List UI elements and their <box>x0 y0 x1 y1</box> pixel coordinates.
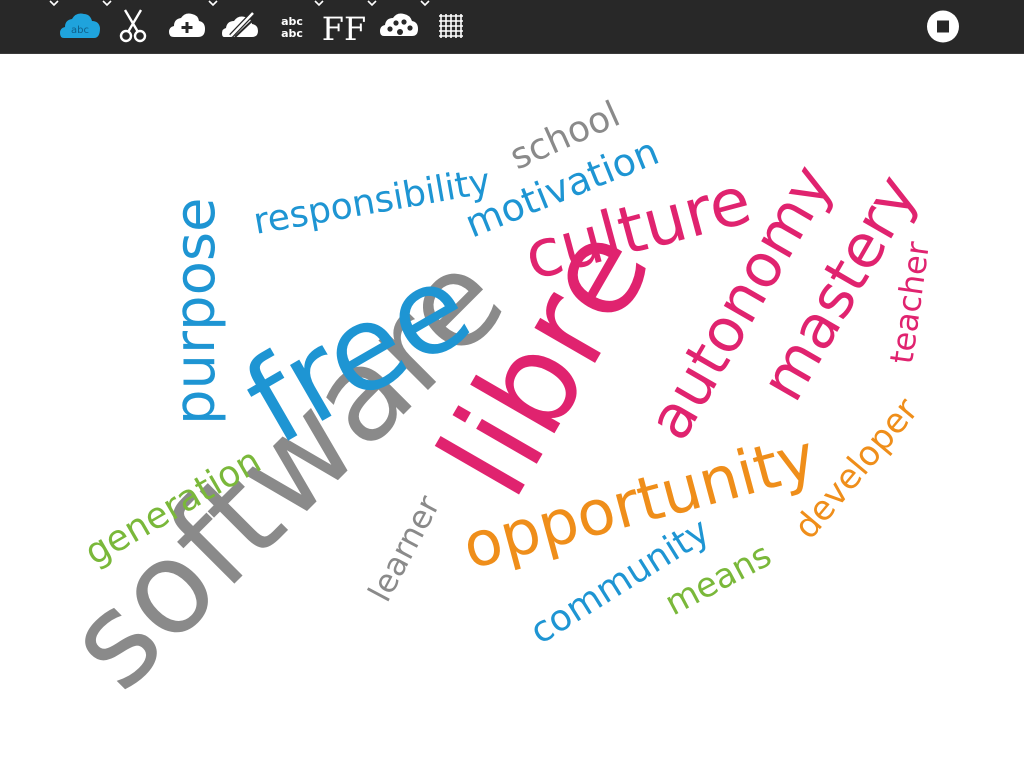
font-family-icon-label: FF <box>322 10 366 48</box>
color-palette-button[interactable] <box>367 0 424 53</box>
paint-tool-button[interactable] <box>208 0 265 53</box>
font-family-button[interactable]: FF <box>314 0 371 53</box>
chevron-down-icon <box>420 0 430 7</box>
wordcloud-icon-label: abc <box>71 25 89 36</box>
stop-icon <box>927 10 959 43</box>
font-size-icon: abc abc <box>281 15 303 40</box>
font-size-icon-line1: abc <box>281 15 303 28</box>
wordcloud-cloud-icon: abc <box>60 13 100 38</box>
grid-layout-icon <box>439 14 463 38</box>
chevron-down-icon <box>208 0 218 7</box>
cloud-word-responsibility: responsibility <box>250 161 493 243</box>
font-size-button[interactable]: abc abc <box>266 0 318 53</box>
chevron-down-icon <box>314 0 324 7</box>
toolbar: abc <box>0 0 1024 54</box>
layout-grid-button[interactable] <box>420 0 477 53</box>
wordcloud-tool-button[interactable]: abc <box>49 0 106 53</box>
chevron-down-icon <box>367 0 377 7</box>
scissors-icon <box>119 9 147 43</box>
chevron-down-icon <box>49 0 59 7</box>
scissors-tool-button[interactable] <box>102 0 159 53</box>
paint-brush-icon <box>222 11 258 38</box>
font-family-icon: FF <box>322 10 366 48</box>
font-size-icon-line2: abc <box>281 27 303 40</box>
chevron-down-icon <box>102 0 112 7</box>
palette-icon <box>380 13 418 36</box>
word-cloud: software free libre culture autonomy mas… <box>39 94 938 718</box>
cloud-word-purpose: purpose <box>163 198 228 426</box>
add-cloud-button[interactable] <box>160 0 212 53</box>
stop-button[interactable] <box>917 0 969 53</box>
cloud-add-icon <box>169 13 205 37</box>
wordcloud-canvas[interactable]: software free libre culture autonomy mas… <box>0 54 1024 768</box>
cloud-word-learner: learner <box>361 489 448 608</box>
